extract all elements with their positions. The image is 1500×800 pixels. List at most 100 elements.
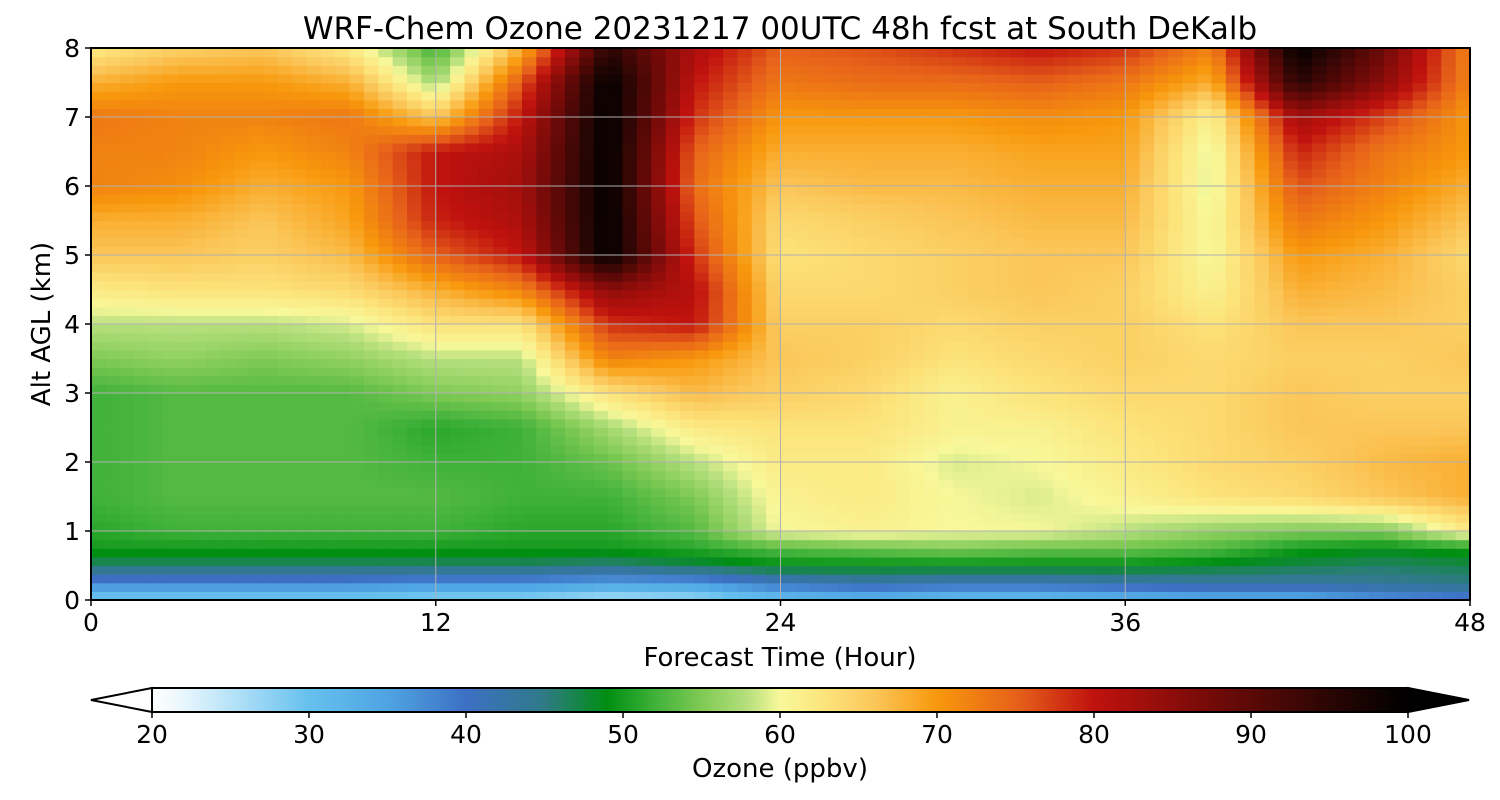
heatmap-cell [148,513,164,523]
heatmap-cell [708,384,724,394]
heatmap-cell [1340,229,1356,239]
heatmap-cell [1211,444,1227,454]
heatmap-cell [636,151,652,161]
heatmap-cell [895,332,911,342]
heatmap-cell [636,548,652,558]
heatmap-cell [895,160,911,170]
heatmap-cell [105,548,121,558]
heatmap-cell [924,237,940,247]
heatmap-cell [694,582,710,592]
heatmap-cell [1398,211,1414,222]
heatmap-cell [1110,272,1126,282]
heatmap-cell [1326,496,1342,506]
heatmap-cell [794,298,810,308]
heatmap-cell [866,306,882,316]
heatmap-cell [292,358,308,368]
heatmap-cell [1096,298,1112,308]
heatmap-cell [335,548,351,558]
heatmap-cell [579,315,595,325]
heatmap-cell [536,324,552,334]
heatmap-cell [1182,582,1198,592]
heatmap-cell [335,151,351,161]
heatmap-cell [220,194,236,204]
heatmap-cell [665,229,681,239]
heatmap-cell [1110,186,1126,196]
heatmap-cell [909,462,925,472]
heatmap-cell [881,470,897,480]
heatmap-cell [363,237,379,247]
heatmap-cell [407,367,422,377]
heatmap-cell [852,298,868,308]
heatmap-cell [952,384,968,394]
heatmap-cell [1297,496,1313,506]
heatmap-cell [1153,453,1169,463]
heatmap-cell [1053,367,1069,377]
heatmap-cell [1254,306,1270,316]
heatmap-cell [521,427,537,437]
heatmap-cell [421,177,437,187]
heatmap-cell [450,367,466,377]
heatmap-cell [507,280,523,291]
heatmap-cell [1125,410,1141,420]
heatmap-cell [1225,410,1241,420]
heatmap-cell [1283,591,1299,600]
heatmap-cell [823,332,839,342]
heatmap-cell [1182,315,1198,325]
heatmap-cell [1211,487,1227,498]
heatmap-cell [493,505,509,515]
heatmap-cell [1053,444,1069,454]
heatmap-cell [91,358,106,368]
heatmap-cell [852,401,868,411]
heatmap-cell [967,211,983,222]
heatmap-cell [1455,367,1470,377]
heatmap-cell [1125,418,1141,429]
heatmap-cell [220,177,236,187]
heatmap-cell [1311,160,1327,170]
heatmap-cell [306,444,322,454]
heatmap-cell [1153,556,1169,567]
heatmap-cell [536,263,552,273]
heatmap-cell [895,522,911,532]
heatmap-cell [1053,556,1069,567]
heatmap-cell [708,393,724,403]
heatmap-cell [91,565,106,575]
heatmap-cells [91,48,1470,600]
heatmap-cell [349,375,365,385]
heatmap-cell [1225,246,1241,256]
heatmap-cell [995,462,1011,472]
heatmap-cell [1225,522,1241,532]
heatmap-cell [1441,487,1457,498]
heatmap-cell [995,255,1011,265]
heatmap-cell [909,332,925,342]
heatmap-cell [119,384,135,394]
heatmap-cell [1383,168,1399,178]
heatmap-cell [852,444,868,454]
heatmap-cell [292,556,308,567]
heatmap-cell [938,211,954,222]
heatmap-cell [205,531,221,541]
heatmap-cell [1139,358,1155,368]
heatmap-cell [493,341,509,351]
heatmap-cell [995,393,1011,403]
heatmap-cell [1412,272,1428,282]
heatmap-cell [1455,427,1470,437]
heatmap-cell [1197,556,1213,567]
heatmap-cell [119,375,135,385]
heatmap-cell [636,203,652,213]
heatmap-cell [349,229,365,239]
heatmap-cell [1355,582,1371,592]
heatmap-cell [392,375,408,385]
heatmap-cell [593,349,609,360]
heatmap-cell [1082,487,1098,498]
heatmap-cell [981,496,997,506]
heatmap-cell [177,375,193,385]
heatmap-cell [1168,332,1184,342]
heatmap-cell [837,246,853,256]
heatmap-cell [91,427,106,437]
heatmap-cell [320,496,336,506]
heatmap-cell [608,591,624,600]
heatmap-cell [191,565,207,575]
heatmap-cell [1254,393,1270,403]
heatmap-cell [521,298,537,308]
heatmap-cell [220,513,236,523]
